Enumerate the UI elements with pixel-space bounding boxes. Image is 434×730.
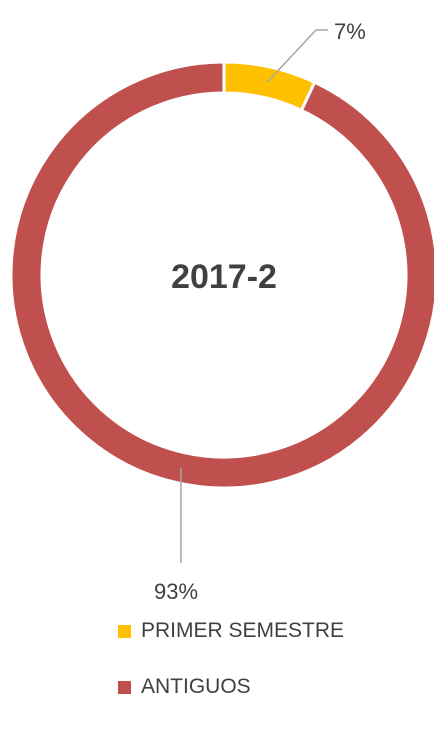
- legend-swatch-primer-semestre: [118, 624, 131, 638]
- leader-lines: [180, 29, 328, 563]
- data-label-primer-semestre: 7%: [334, 19, 366, 44]
- data-label-antiguos: 93%: [154, 579, 198, 604]
- legend-item-primer-semestre[interactable]: PRIMER SEMESTRE: [118, 618, 418, 644]
- donut-slices: [9, 60, 434, 490]
- legend-swatch-antiguos: [118, 680, 131, 694]
- legend-item-antiguos[interactable]: ANTIGUOS: [118, 674, 418, 700]
- slice-primer-semestre[interactable]: [222, 60, 317, 113]
- donut-chart: 2017-2 7% 93%: [9, 19, 434, 604]
- leader-line-primer-semestre: [266, 29, 328, 83]
- legend-label-primer-semestre: PRIMER SEMESTRE: [141, 619, 345, 642]
- chart-title: 2017-2: [171, 258, 277, 296]
- chart-legend: PRIMER SEMESTRE ANTIGUOS: [118, 618, 418, 730]
- slice-antiguos[interactable]: [9, 60, 434, 490]
- legend-label-antiguos: ANTIGUOS: [141, 675, 251, 698]
